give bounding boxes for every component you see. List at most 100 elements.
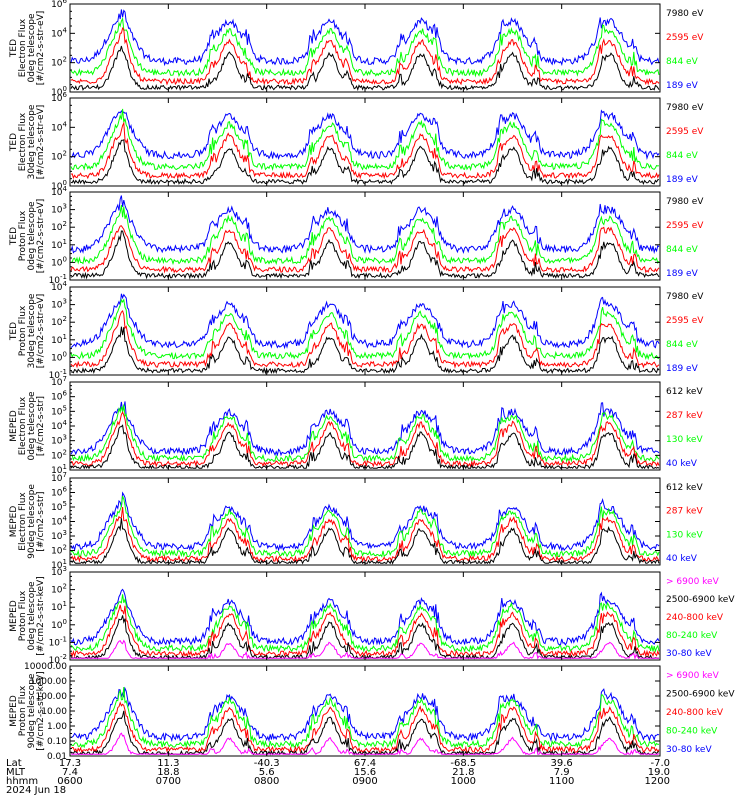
x-row-label: hhmm: [6, 776, 38, 787]
y-tick-exponent: 4: [63, 419, 68, 427]
legend-entry: 40 keV: [666, 459, 698, 469]
y-tick-exponent: 5: [63, 500, 67, 508]
series-line-blue: [70, 491, 660, 552]
legend-entry: 40 keV: [666, 554, 698, 564]
y-tick-exponent: 6: [63, 91, 68, 99]
series-line-black: [70, 45, 660, 92]
y-tick-label: 100: [51, 618, 67, 631]
y-tick-exponent: 4: [63, 515, 68, 523]
series-line-green: [70, 495, 660, 558]
x-tick-label: 5.6: [259, 767, 275, 778]
y-tick-exponent: -2: [60, 653, 67, 661]
y-axis-label-line: MEPED: [9, 410, 19, 442]
y-tick-exponent: 3: [63, 298, 67, 306]
y-tick-label: 10.00: [41, 707, 67, 717]
y-axis-label-line: [#/cm2-s-str-eV]: [36, 11, 46, 86]
series-line-black: [70, 139, 660, 186]
y-tick-label: 1000.00: [30, 677, 67, 687]
legend-entry: 30-80 keV: [666, 745, 712, 755]
y-axis-label-line: 90deg telescope: [27, 484, 37, 559]
x-row-label: MLT: [6, 767, 26, 778]
legend-entry: 80-240 keV: [666, 727, 718, 737]
series-line-red: [70, 701, 660, 754]
legend-entry: 7980 eV: [666, 197, 704, 207]
y-axis-label-line: [#/cm2-s-str-keV]: [36, 576, 46, 655]
y-tick-label: 101: [51, 238, 67, 251]
y-tick-label: 104: [51, 515, 67, 528]
y-tick-label: 102: [51, 150, 67, 163]
y-tick-label: 10000.00: [24, 662, 67, 672]
legend-entry: 612 keV: [666, 483, 703, 493]
panel-frame: [69, 286, 661, 376]
x-tick-label: 19.0: [648, 767, 670, 778]
legend-entry: 7980 eV: [666, 103, 704, 113]
legend-entry: 7980 eV: [666, 9, 704, 19]
y-tick-exponent: 6: [63, 0, 68, 5]
y-tick-exponent: 2: [63, 150, 67, 158]
legend-entry: > 6900 keV: [666, 671, 720, 681]
y-tick-exponent: 3: [63, 529, 67, 537]
y-tick-label: 102: [51, 448, 67, 461]
y-tick-label: 102: [51, 544, 67, 557]
series-line-blue: [70, 401, 660, 457]
y-axis-label-line: 0deg telescope: [27, 581, 37, 651]
y-tick-exponent: 0: [63, 255, 67, 263]
x-row-label: Lat: [6, 758, 22, 769]
legend-entry: > 6900 keV: [666, 577, 720, 587]
x-tick-label: 1100: [549, 776, 574, 787]
legend-entry: 612 keV: [666, 387, 703, 397]
y-tick-label: 0.01: [47, 752, 67, 762]
series-line-green: [70, 687, 660, 749]
y-axis-label-line: Electron Flux: [18, 396, 28, 455]
y-tick-exponent: 2: [63, 583, 67, 591]
y-tick-exponent: 6: [63, 486, 68, 494]
series-line-green: [70, 16, 660, 78]
y-tick-label: 101: [51, 333, 67, 346]
y-axis-label-line: MEPED: [9, 506, 19, 538]
y-tick-label: 103: [51, 434, 67, 447]
series-line-red: [70, 121, 660, 180]
legend-entry: 844 eV: [666, 245, 699, 255]
y-axis-label-line: 30deg telescope: [27, 104, 37, 179]
y-tick-exponent: 2: [63, 315, 67, 323]
legend-entry: 189 eV: [666, 364, 699, 374]
y-axis-label-line: [#/cm2-s-str-eV]: [36, 105, 46, 180]
y-axis-label-line: Electron Flux: [18, 18, 28, 77]
y-tick-label: 103: [51, 529, 67, 542]
x-tick-label: 7.9: [554, 767, 570, 778]
y-tick-exponent: 2: [63, 544, 67, 552]
y-tick-exponent: 0: [63, 350, 67, 358]
y-tick-label: 104: [51, 120, 67, 133]
y-axis-label-line: [#/cm2-s-str]: [36, 396, 46, 456]
x-tick-label: 7.4: [62, 767, 78, 778]
x-tick-label: -40.3: [254, 758, 280, 769]
y-tick-exponent: 1: [63, 558, 67, 566]
series-line-green: [70, 594, 660, 653]
y-tick-label: 1.00: [47, 722, 67, 732]
y-tick-exponent: 3: [63, 203, 67, 211]
x-tick-label: 1200: [645, 776, 670, 787]
y-tick-exponent: 2: [63, 448, 67, 456]
y-tick-label: 100: [51, 255, 67, 268]
y-tick-exponent: 1: [63, 463, 67, 471]
legend-entry: 2595 eV: [666, 316, 704, 326]
x-tick-label: 1000: [451, 776, 476, 787]
series-line-blue: [70, 588, 660, 646]
y-axis-label-line: Proton Flux: [18, 685, 28, 736]
y-tick-label: 106: [51, 390, 67, 403]
x-tick-label: 18.8: [157, 767, 179, 778]
y-tick-label: 102: [51, 315, 67, 328]
y-tick-exponent: 1: [63, 333, 67, 341]
y-axis-label-line: Proton Flux: [18, 305, 28, 356]
legend-entry: 2595 eV: [666, 33, 704, 43]
series-line-red: [70, 411, 660, 468]
y-tick-exponent: 2: [63, 56, 67, 64]
panel-8: 0.01 0.10 1.00 10.00 100.00 1000.00 10000.00 ME…: [9, 662, 735, 762]
y-axis-label-line: MEPED: [9, 600, 19, 632]
x-tick-label: 21.8: [452, 767, 474, 778]
legend-entry: 2595 eV: [666, 221, 704, 231]
y-tick-exponent: 4: [63, 185, 68, 193]
